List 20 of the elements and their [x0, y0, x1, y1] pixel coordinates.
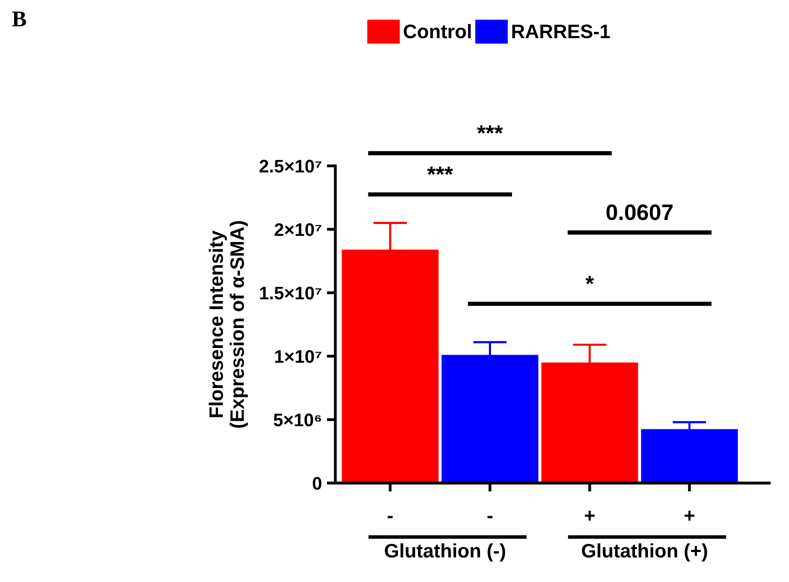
x-tick-label: +	[684, 510, 694, 521]
y-tick-label: 1×10⁷	[275, 350, 322, 363]
text: B	[12, 12, 26, 26]
legend-label: RARRES-1	[512, 24, 610, 38]
annotation: ***	[427, 166, 454, 175]
y-tick-label: 0	[312, 476, 322, 490]
legend-label: Control	[404, 24, 471, 38]
x-tick-label: -	[388, 516, 393, 518]
y-tick-label: 5×10⁶	[274, 414, 322, 426]
text: Glutathion (+)	[582, 543, 708, 562]
y-tick-label: 1.5×10⁷	[260, 286, 322, 300]
x-tick-label: +	[584, 510, 595, 521]
y-axis-title: Floresence Intensity (Expression of α-SMA)	[208, 221, 248, 428]
y-tick-label: 2.5×10⁷	[260, 160, 322, 173]
text: ***	[477, 125, 503, 134]
text: Glutathion (-)	[384, 543, 506, 562]
x-tick-label: -	[487, 516, 492, 518]
annotation: 0.0607	[606, 204, 673, 220]
annotation: *	[585, 276, 594, 284]
y-tick-label: 2×10⁷	[274, 223, 322, 236]
